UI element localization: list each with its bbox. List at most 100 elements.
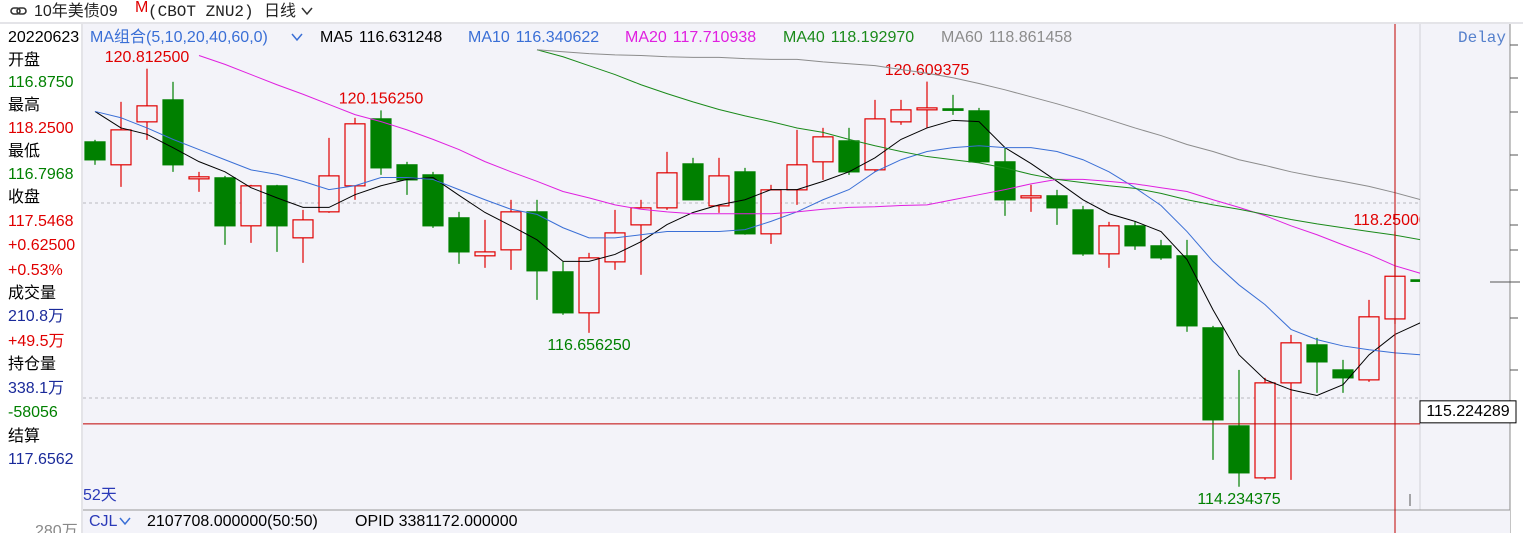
candle-body [812,136,834,163]
candle-body [318,175,340,213]
legend-value: 116.340622 [516,29,599,46]
candle-body [1254,382,1276,479]
candle-body [578,257,600,314]
info-text: 118.2500 [8,120,74,137]
info-text: +49.5万 [8,333,65,350]
info-panel [0,24,82,510]
candle-body [864,118,886,171]
legend-value: 118.192970 [831,29,914,46]
scroll-strip [1511,24,1523,533]
low-label: 114.234375 [1197,491,1280,508]
ma-line [94,111,1420,397]
info-text: 117.6562 [8,451,74,468]
indicator-name[interactable]: CJL [89,513,118,530]
info-text: 338.1万 [8,380,64,397]
candle-body [448,217,470,253]
indicator-bar [83,510,1510,533]
candle-body [552,271,574,314]
info-text: 成交量 [8,284,56,302]
candle-body [110,129,132,166]
crosshair-label-box [1419,400,1517,424]
plot: 120.812500 120.156250 116.656250 120.609375… [83,49,1420,508]
candle-body [760,189,782,235]
toolbar-period[interactable]: 日线 [264,2,296,20]
crosshair-label: 115.224289 [1426,403,1509,420]
info-text: 最低 [8,142,40,160]
candle-body [708,175,730,207]
candle-body [1020,195,1042,199]
days-label: 52天 [83,487,117,504]
info-text: 117.5468 [8,213,74,230]
indicator-chevron[interactable] [119,517,131,526]
candle-body [734,171,756,235]
ma-chevron[interactable] [291,33,303,42]
info-text: 结算 [8,426,40,445]
candle-body [1306,344,1328,363]
plot-area [83,24,1510,510]
low-label: 116.656250 [547,337,630,354]
legend-name: MA5 [320,29,353,46]
info-text: 116.8750 [8,74,74,91]
candle-body [656,172,678,209]
period-chevron[interactable] [301,7,313,16]
info-text: 最高 [8,96,40,114]
legend-entry: MA20 117.710938 [625,29,756,46]
candle-body [890,109,912,123]
high-label: 120.156250 [339,91,424,108]
candle-body [630,207,652,226]
candle-body [266,185,288,227]
candle-body [1098,225,1120,255]
legend-value: 116.631248 [359,29,442,46]
info-text: 116.7968 [8,166,74,183]
info-text: 210.8万 [8,308,64,325]
info-text: 持仓量 [8,355,56,373]
legend-entry: MA60 118.861458 [941,29,1072,46]
info-text: +0.62500 [8,237,75,254]
candle-body [838,140,860,173]
candle-body [682,163,704,201]
link-icon[interactable] [10,7,27,15]
candle-body [1176,255,1198,327]
legend-entry: MA5 116.631248 [320,29,442,46]
candle-body [136,105,158,123]
legend-value: 118.861458 [989,29,1072,46]
candle-body [84,141,106,161]
candle-body [292,219,314,239]
legend-name: MA10 [468,29,510,46]
high-label: 120.812500 [105,49,190,66]
high-label: 120.609375 [885,62,970,79]
ma-line [536,49,1420,201]
candle-body [1228,425,1250,474]
candle-body [240,185,262,227]
ma-line [198,55,1420,274]
indicator-oi: OPID 3381172.000000 [355,513,518,530]
toolbar [0,0,1523,23]
indicator-axis-label: 280万 [35,523,78,533]
legend-entry: MA10 116.340622 [468,29,599,46]
candle-body [474,251,496,257]
legend-name: MA20 [625,29,667,46]
candle-body [1202,327,1224,421]
candle-body [1410,279,1420,282]
delay-label: Delay [1458,29,1506,47]
info-date: 20220623 [8,29,79,46]
candle-body [786,164,808,191]
toolbar-sup: M [135,0,148,16]
candle-body [968,110,990,163]
candle-body [188,176,210,180]
toolbar-title[interactable]: 10年美债09 [34,2,118,20]
candle-body [526,211,548,272]
legend-entry: MA40 118.192970 [783,29,914,46]
candle-body [1150,245,1172,259]
candle-body [916,107,938,111]
ma-title[interactable]: MA组合(5,10,20,40,60,0) [90,28,268,46]
candle-body [1072,209,1094,255]
info-text: +0.53% [8,262,63,279]
candle-body [1280,342,1302,384]
ma-line [94,110,1420,356]
indicator-volume: 2107708.000000(50:50) [147,513,318,530]
candle-body [214,177,236,227]
info-panel-texts: 20220623 开盘 116.8750 最高 118.2500 最低 116.7968 收盘… [8,29,79,468]
info-text: 开盘 [8,50,40,69]
